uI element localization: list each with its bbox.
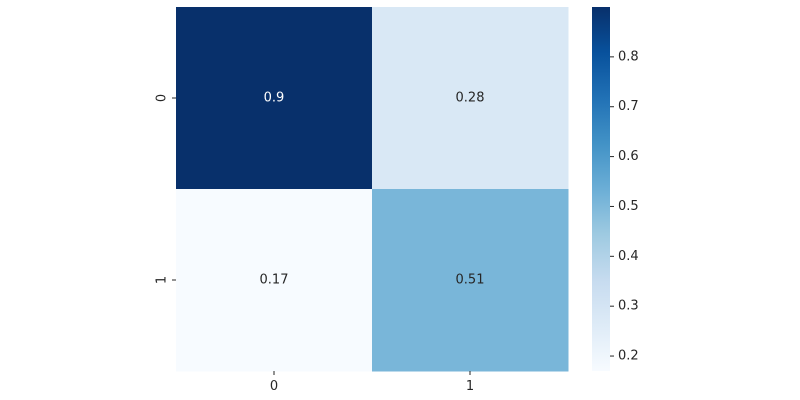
- cell-value-label: 0.51: [456, 273, 485, 288]
- y-tick-label: 0: [155, 94, 170, 102]
- x-tick-label: 1: [466, 379, 474, 394]
- cell-value-label: 0.28: [456, 91, 485, 106]
- colorbar-tick-label: 0.5: [618, 199, 639, 214]
- y-axis: 01: [155, 94, 176, 284]
- colorbar-gradient: [592, 7, 610, 371]
- colorbar: [592, 7, 610, 371]
- x-tick-label: 0: [270, 379, 278, 394]
- colorbar-tick-label: 0.7: [618, 99, 639, 114]
- heatmap-cell-0-1: [372, 7, 569, 190]
- heatmap-cells: [176, 7, 569, 372]
- colorbar-tick-label: 0.8: [618, 49, 639, 64]
- colorbar-tick-label: 0.2: [618, 349, 639, 364]
- colorbar-tick-label: 0.4: [618, 249, 639, 264]
- heatmap-cell-1-0: [176, 189, 373, 372]
- y-tick-label: 1: [155, 276, 170, 284]
- cell-value-label: 0.17: [260, 273, 289, 288]
- cell-value-label: 0.9: [264, 91, 285, 106]
- colorbar-axis: 0.2 0.3 0.4 0.5 0.6 0.7 0.8: [610, 49, 639, 364]
- heatmap-cell-labels: 0.9 0.28 0.17 0.51: [260, 91, 485, 288]
- heatmap-cell-1-1: [372, 189, 569, 372]
- colorbar-tick-label: 0.3: [618, 299, 639, 314]
- colorbar-tick-label: 0.6: [618, 149, 639, 164]
- heatmap-cell-0-0: [176, 7, 373, 190]
